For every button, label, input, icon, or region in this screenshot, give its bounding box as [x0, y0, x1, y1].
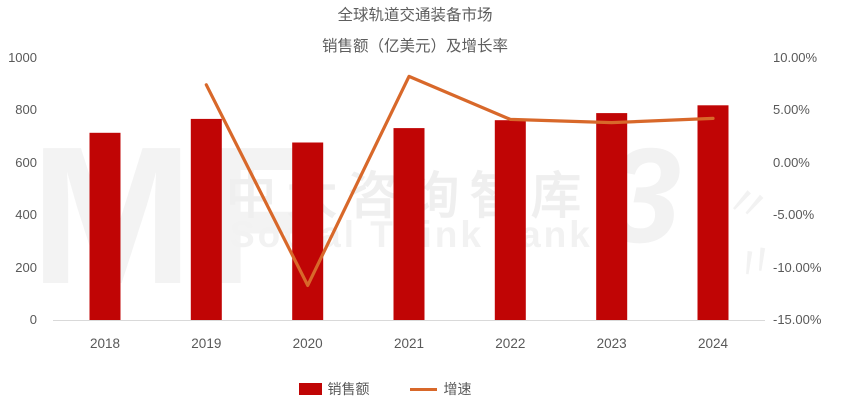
chart-title-line1: 全球轨道交通装备市场: [337, 7, 493, 24]
bar-2020: [292, 142, 324, 320]
x-axis-label-2021: 2021: [393, 336, 424, 351]
x-axis-label-2020: 2020: [292, 336, 323, 351]
legend-sales-label: 销售额: [327, 381, 370, 397]
left-axis-tick-200: 200: [15, 259, 37, 275]
right-axis-tick-0.00%: 0.00%: [773, 154, 810, 170]
right-axis-tick--10.00%: -10.00%: [773, 259, 822, 275]
x-axis-label-2024: 2024: [697, 336, 728, 351]
right-axis-tick--5.00%: -5.00%: [773, 207, 815, 222]
bar-2024: [697, 105, 729, 320]
x-axis-label-2019: 2019: [191, 336, 222, 351]
left-axis-tick-400: 400: [15, 207, 37, 222]
legend: 销售额 增速: [0, 381, 770, 397]
chart-title: 全球轨道交通装备市场 销售额（亿美元）及增长率: [0, 8, 830, 70]
chart-title-line2: 销售额（亿美元）及增长率: [321, 38, 508, 55]
right-axis-tick--15.00%: -15.00%: [773, 312, 822, 327]
bar-2018: [89, 132, 121, 320]
x-axis-label-2018: 2018: [89, 336, 121, 351]
left-axis-tick-800: 800: [15, 102, 37, 117]
bar-2021: [393, 128, 425, 320]
right-axis-tick-5.00%: 5.00%: [773, 102, 810, 117]
bar-2022: [494, 120, 526, 320]
bar-2023: [596, 113, 628, 320]
bar-2019: [190, 118, 222, 321]
legend-sales-swatch: [298, 383, 322, 395]
legend-growth-swatch: [409, 387, 437, 391]
x-axis-label-2022: 2022: [495, 336, 526, 351]
left-axis-tick-1000: 1000: [8, 49, 37, 65]
right-axis-tick-10.00%: 10.00%: [773, 49, 818, 65]
growth-line: [204, 74, 715, 287]
left-axis-tick-0: 0: [29, 312, 37, 327]
legend-growth-label: 增速: [443, 381, 472, 397]
left-axis-tick-600: 600: [15, 154, 37, 170]
x-axis-label-2023: 2023: [596, 336, 627, 351]
